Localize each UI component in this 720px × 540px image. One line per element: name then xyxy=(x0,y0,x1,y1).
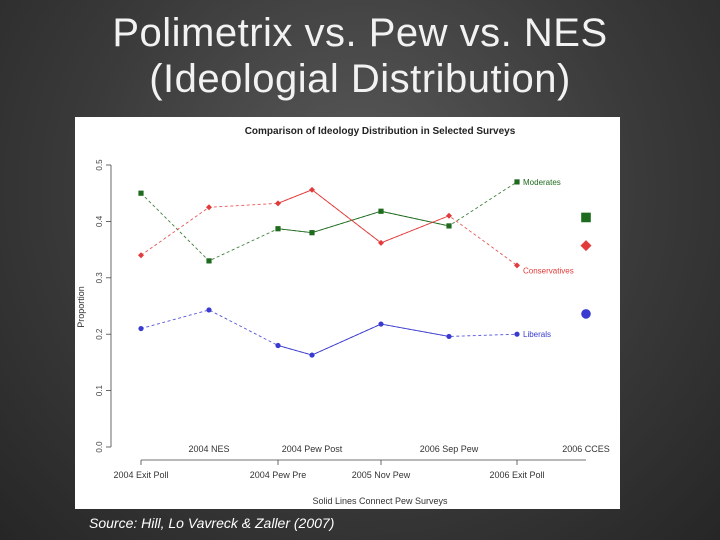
point-conservatives xyxy=(514,262,520,269)
axes: 0.0 0.1 0.2 0.3 0.4 0.5 2004 Exit Poll 2004 Pew… xyxy=(95,159,610,480)
point-conservatives xyxy=(206,204,212,211)
x-tick-label-top: 2004 NES xyxy=(188,444,229,454)
series-solid-line xyxy=(277,210,450,234)
series-dashed-line xyxy=(140,181,518,262)
y-axis-label: Proportion xyxy=(76,286,86,328)
point-conservatives xyxy=(446,212,452,219)
series-label-liberals: Liberals xyxy=(523,330,551,339)
x-tick-label-top: 2004 Pew Post xyxy=(282,444,343,454)
point-liberals xyxy=(514,331,520,337)
x-tick-label-bottom: 2004 Exit Poll xyxy=(113,470,168,480)
point-liberals xyxy=(581,309,591,319)
series-layer: Moderates Conservatives Liberals xyxy=(138,178,592,358)
chart-panel: Comparison of Ideology Distribution in S… xyxy=(75,117,620,509)
slide-title: Polimetrix vs. Pew vs. NES (Ideologial D… xyxy=(0,10,720,102)
slide-title-line2: (Ideologial Distribution) xyxy=(149,57,571,101)
x-tick-label-bottom: 2005 Nov Pew xyxy=(352,470,411,480)
point-liberals xyxy=(378,321,384,327)
slide-title-line1: Polimetrix vs. Pew vs. NES xyxy=(112,11,608,55)
point-liberals xyxy=(446,333,452,340)
point-conservatives xyxy=(580,240,592,252)
point-moderates xyxy=(378,208,384,214)
y-tick-label: 0.2 xyxy=(95,328,104,340)
point-moderates xyxy=(514,179,520,185)
source-caption: Source: Hill, Lo Vavreck & Zaller (2007) xyxy=(89,515,335,531)
point-moderates xyxy=(446,223,452,229)
point-moderates xyxy=(138,190,144,196)
x-tick-label-bottom: 2004 Pew Pre xyxy=(250,470,307,480)
point-liberals xyxy=(138,325,144,332)
x-tick-label-top: 2006 Sep Pew xyxy=(420,444,479,454)
x-axis-label: Solid Lines Connect Pew Surveys xyxy=(312,496,448,506)
series-label-moderates: Moderates xyxy=(523,178,561,187)
point-moderates xyxy=(206,258,212,264)
point-liberals xyxy=(206,307,212,313)
point-conservatives xyxy=(275,200,281,207)
series-moderates: Moderates xyxy=(138,178,591,264)
y-tick-label: 0.5 xyxy=(95,159,104,171)
ideology-chart: Comparison of Ideology Distribution in S… xyxy=(76,126,610,506)
series-label-conservatives: Conservatives xyxy=(523,266,574,275)
y-tick-label: 0.4 xyxy=(95,215,104,227)
point-moderates xyxy=(275,226,281,232)
point-conservatives xyxy=(378,239,384,246)
x-tick-label-top: 2006 CCES xyxy=(562,444,610,454)
y-tick-label: 0.1 xyxy=(95,384,104,396)
series-solid-line xyxy=(277,323,450,356)
point-conservatives xyxy=(138,252,144,259)
point-moderates xyxy=(309,230,315,236)
point-liberals xyxy=(275,342,281,349)
y-tick-label: 0.0 xyxy=(95,441,104,453)
y-tick-label: 0.3 xyxy=(95,272,104,284)
series-solid-line xyxy=(277,189,450,244)
point-liberals xyxy=(309,352,315,358)
chart-title: Comparison of Ideology Distribution in S… xyxy=(245,126,516,137)
x-tick-label-bottom: 2006 Exit Poll xyxy=(489,470,544,480)
point-moderates xyxy=(581,212,591,223)
series-conservatives: Conservatives xyxy=(138,186,592,275)
series-dashed-line xyxy=(140,309,518,356)
series-liberals: Liberals xyxy=(138,307,591,358)
